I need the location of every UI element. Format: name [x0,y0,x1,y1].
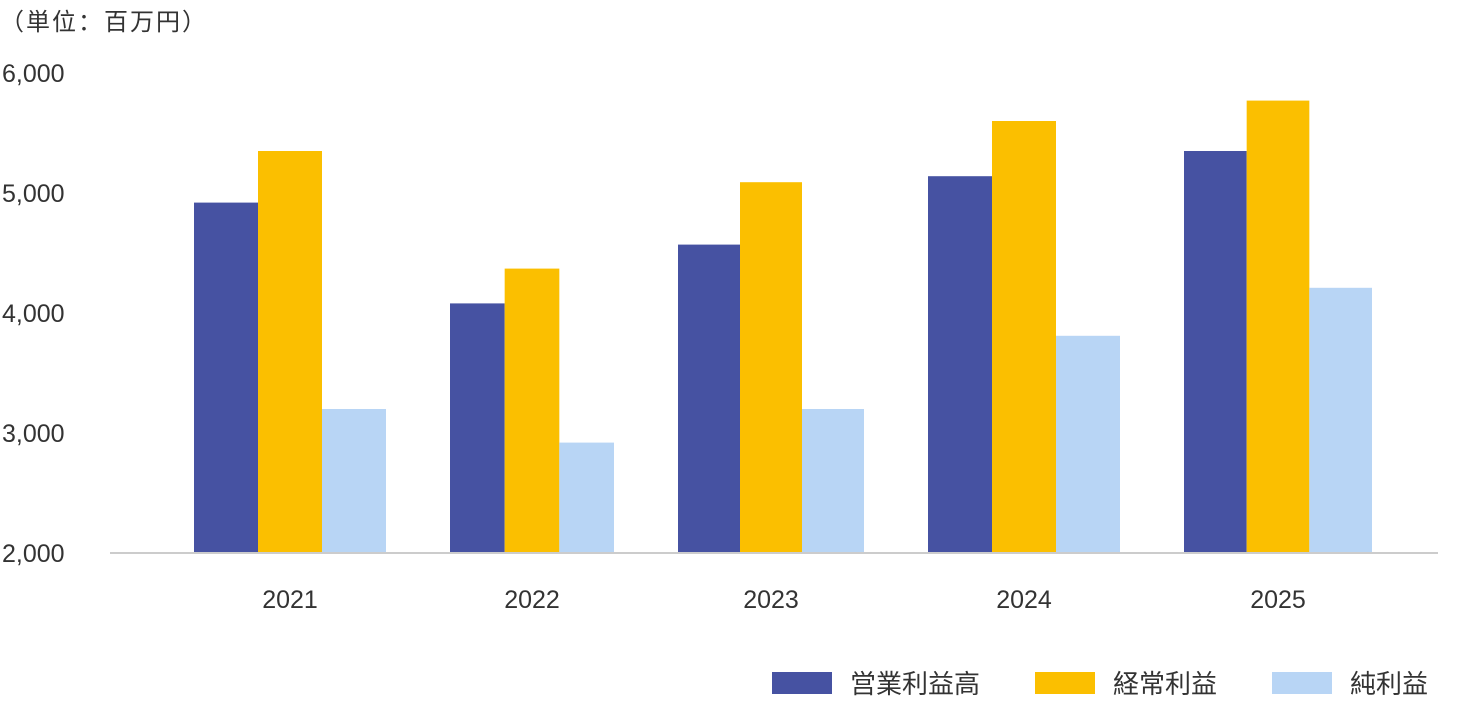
y-tick-label: 4,000 [2,300,65,328]
bar-2023-series-2 [740,182,802,553]
y-tick-label: 6,000 [2,60,65,88]
bar-2021-series-2 [258,151,322,553]
legend-label-net-profit: 純利益 [1350,669,1429,699]
bar-2024-series-1 [928,176,992,553]
legend-item-ordinary-profit: 経常利益 [1035,664,1217,701]
bar-2021-series-3 [322,409,386,553]
x-tick-label-2025: 2025 [1250,586,1306,614]
bar-2023-series-3 [802,409,864,553]
legend-swatch-operating-profit [772,671,832,694]
bar-2022-series-3 [559,442,614,553]
bar-2022-series-2 [504,268,560,553]
legend-swatch-ordinary-profit [1035,671,1096,694]
x-tick-label-2022: 2022 [504,586,560,614]
legend-swatch-net-profit [1272,671,1333,694]
legend: 営業利益高 経常利益 純利益 [772,664,1428,701]
bar-2025-series-2 [1246,100,1310,553]
bar-2024-series-3 [1056,335,1120,553]
bar-2024-series-2 [992,121,1056,553]
x-tick-label-2021: 2021 [262,586,318,614]
y-tick-label: 2,000 [2,540,65,568]
legend-item-net-profit: 純利益 [1272,664,1428,701]
bar-2021-series-1 [194,202,258,553]
y-tick-label: 5,000 [2,180,65,208]
unit-label: （単位：百万円） [0,9,208,36]
bar-2022-series-1 [450,303,505,553]
legend-label-operating-profit: 営業利益高 [850,669,981,699]
bar-2025-series-1 [1184,151,1247,553]
x-tick-label-2023: 2023 [743,586,799,614]
legend-item-operating-profit: 営業利益高 [772,664,980,701]
x-tick-label-2024: 2024 [996,586,1052,614]
bar-2025-series-3 [1309,287,1372,553]
y-tick-label: 3,000 [2,420,65,448]
legend-label-ordinary-profit: 経常利益 [1113,669,1218,699]
bar-2023-series-1 [678,244,740,553]
